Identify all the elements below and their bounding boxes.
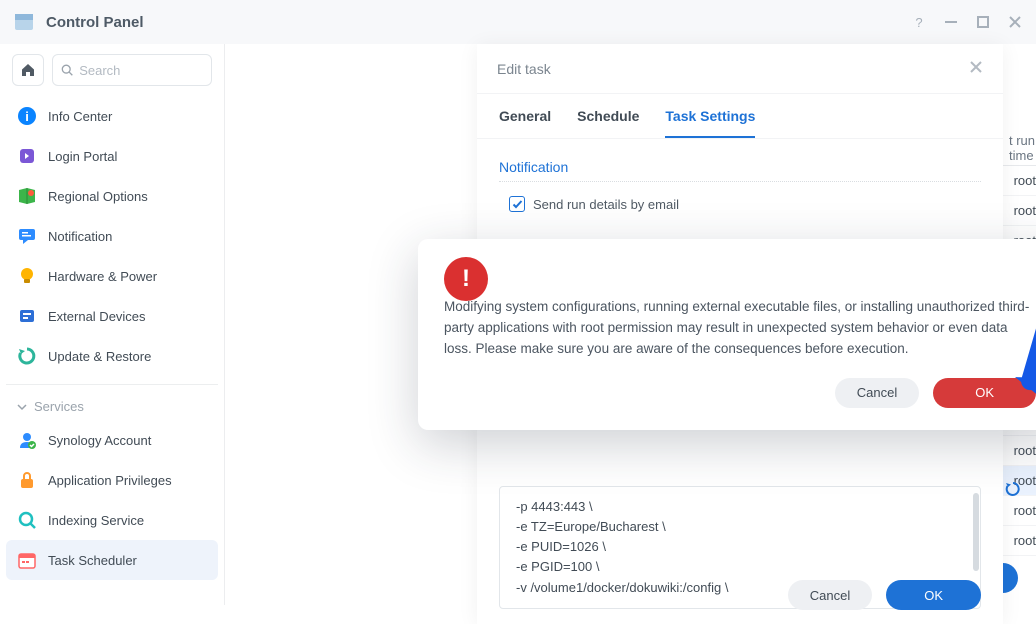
column-runtime[interactable]: t run time — [1003, 133, 1036, 163]
tab-task-settings[interactable]: Task Settings — [665, 108, 755, 138]
table-row[interactable]: root — [1003, 436, 1036, 466]
chat-icon — [16, 225, 38, 247]
sidebar-item-application-privileges[interactable]: Application Privileges — [6, 460, 218, 500]
svg-text:i: i — [25, 109, 29, 124]
warning-alert: ! Modifying system configurations, runni… — [418, 239, 1036, 430]
sidebar-item-update-restore[interactable]: Update & Restore — [6, 336, 218, 376]
sidebar-item-label: Regional Options — [48, 189, 148, 204]
checkmark-icon — [509, 196, 525, 212]
sidebar-section-services[interactable]: Services — [6, 393, 218, 420]
dialog-close-icon[interactable] — [969, 60, 983, 77]
table-row[interactable]: root — [1003, 196, 1036, 226]
table-header: t run time Owner — [1003, 130, 1036, 166]
sidebar-item-label: Update & Restore — [48, 349, 151, 364]
checkbox-label: Send run details by email — [533, 197, 679, 212]
code-line: -e PUID=1026 \ — [516, 537, 964, 557]
section-notification: Notification — [499, 153, 981, 182]
refresh-icon[interactable] — [1004, 480, 1022, 503]
sidebar-item-label: Application Privileges — [48, 473, 172, 488]
sidebar-item-label: Login Portal — [48, 149, 117, 164]
calendar-icon — [16, 549, 38, 571]
sidebar-item-label: Synology Account — [48, 433, 151, 448]
scrollbar-thumb[interactable] — [973, 493, 979, 571]
info-icon: i — [16, 105, 38, 127]
code-line: -e PGID=100 \ — [516, 557, 964, 577]
sidebar-item-label: Hardware & Power — [48, 269, 157, 284]
window-title: Control Panel — [46, 14, 910, 31]
sidebar-item-label: Indexing Service — [48, 513, 144, 528]
sidebar-item-regional-options[interactable]: Regional Options — [6, 176, 218, 216]
sidebar-item-indexing-service[interactable]: Indexing Service — [6, 500, 218, 540]
owner-cell: root — [1004, 173, 1036, 188]
minimize-icon[interactable] — [942, 13, 960, 31]
owner-cell: root — [1004, 443, 1036, 458]
tab-schedule[interactable]: Schedule — [577, 108, 639, 138]
regional-icon — [16, 185, 38, 207]
app-icon — [12, 10, 36, 34]
sidebar-item-info-center[interactable]: i Info Center — [6, 96, 218, 136]
chevron-down-icon — [16, 401, 28, 413]
alert-message: Modifying system configurations, running… — [444, 249, 1036, 360]
table-row[interactable]: root — [1003, 526, 1036, 556]
table-row[interactable]: root — [1003, 166, 1036, 196]
checkbox-send-email[interactable]: Send run details by email — [499, 192, 981, 216]
dialog-cancel-button[interactable]: Cancel — [788, 580, 872, 610]
search-input[interactable] — [79, 63, 203, 78]
sidebar-item-external-devices[interactable]: External Devices — [6, 296, 218, 336]
home-button[interactable] — [12, 54, 44, 86]
help-icon[interactable]: ? — [910, 13, 928, 31]
sidebar-item-label: External Devices — [48, 309, 146, 324]
tab-general[interactable]: General — [499, 108, 551, 138]
section-label: Services — [34, 399, 84, 414]
sidebar-item-login-portal[interactable]: Login Portal — [6, 136, 218, 176]
lock-icon — [16, 469, 38, 491]
account-icon — [16, 429, 38, 451]
bulb-icon — [16, 265, 38, 287]
index-icon — [16, 509, 38, 531]
sidebar-item-label: Notification — [48, 229, 112, 244]
portal-icon — [16, 145, 38, 167]
code-line: -e TZ=Europe/Bucharest \ — [516, 517, 964, 537]
sidebar-item-label: Info Center — [48, 109, 112, 124]
maximize-icon[interactable] — [974, 13, 992, 31]
code-line: -p 4443:443 \ — [516, 497, 964, 517]
sidebar-item-task-scheduler[interactable]: Task Scheduler — [6, 540, 218, 580]
dialog-ok-button[interactable]: OK — [886, 580, 981, 610]
sidebar-item-hardware-power[interactable]: Hardware & Power — [6, 256, 218, 296]
owner-cell: root — [1004, 533, 1036, 548]
close-icon[interactable] — [1006, 13, 1024, 31]
dialog-title: Edit task — [497, 61, 551, 77]
owner-cell: root — [1004, 203, 1036, 218]
restore-icon — [16, 345, 38, 367]
sidebar-item-label: Task Scheduler — [48, 553, 137, 568]
device-icon — [16, 305, 38, 327]
sidebar-item-synology-account[interactable]: Synology Account — [6, 420, 218, 460]
search-input-wrap[interactable] — [52, 54, 212, 86]
sidebar-item-notification[interactable]: Notification — [6, 216, 218, 256]
alert-cancel-button[interactable]: Cancel — [835, 378, 919, 408]
